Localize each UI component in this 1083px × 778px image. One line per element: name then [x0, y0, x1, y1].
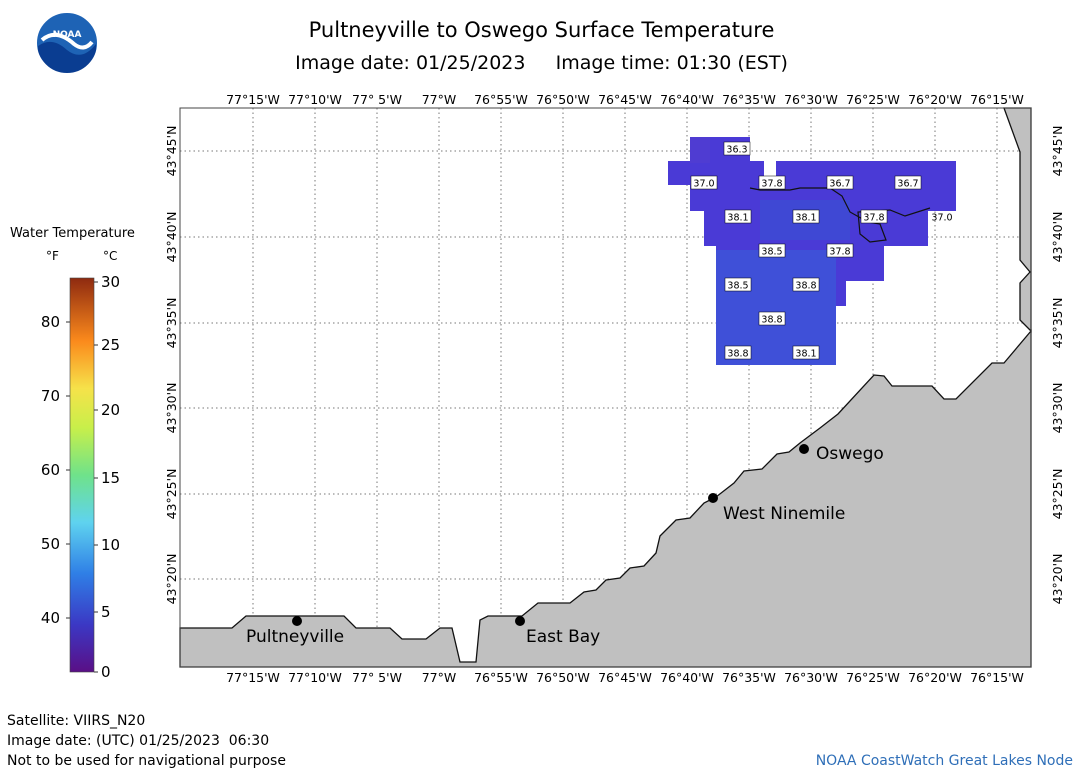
- lon-label: 76°20'W: [908, 670, 962, 685]
- lon-label: 77°15'W: [226, 670, 280, 685]
- lat-labels-left: 43°45'N 43°40'N 43°35'N 43°30'N 43°25'N 43°20…: [164, 126, 179, 605]
- place-markers: Pultneyville East Bay West Ninemile Oswego: [246, 444, 884, 647]
- lon-label: 77°15'W: [226, 92, 280, 107]
- legend-c-label: 10: [101, 536, 120, 554]
- legend-unit-c: °C: [103, 249, 118, 263]
- temp-value: 38.1: [795, 349, 816, 360]
- legend-title: Water Temperature: [10, 226, 135, 241]
- temp-value: 38.8: [795, 281, 816, 292]
- lat-label: 43°25'N: [1050, 469, 1065, 520]
- legend-f-label: 50: [41, 535, 60, 553]
- map-frame: [179, 107, 1032, 668]
- lon-label: 76°25'W: [846, 670, 900, 685]
- lon-label: 77°10'W: [288, 92, 342, 107]
- lon-label: 76°40'W: [660, 670, 714, 685]
- image-date: Image date: 01/25/2023: [295, 52, 526, 74]
- page-title: Pultneyville to Oswego Surface Temperatu…: [308, 18, 775, 42]
- place-marker-icon: [292, 616, 302, 626]
- legend-c-label: 25: [101, 336, 120, 354]
- utc-date: Image date: (UTC) 01/25/2023 06:30: [7, 733, 270, 749]
- legend-c-label: 20: [101, 401, 120, 419]
- lon-label: 76°55'W: [474, 92, 528, 107]
- lon-label: 76°45'W: [598, 92, 652, 107]
- noaa-logo: NOAA: [35, 11, 99, 75]
- sst-region: [668, 137, 956, 365]
- legend-f-label: 80: [41, 313, 60, 331]
- satellite-info: Satellite: VIIRS_N20: [7, 713, 146, 729]
- lon-label: 76°50'W: [536, 92, 590, 107]
- place-label: West Ninemile: [723, 504, 845, 524]
- temp-value: 36.7: [829, 179, 850, 190]
- lat-label: 43°20'N: [1050, 554, 1065, 605]
- temp-value: 38.1: [727, 213, 748, 224]
- lat-label: 43°35'N: [1050, 298, 1065, 349]
- lat-label: 43°20'N: [164, 554, 179, 605]
- temperature-labels: 36.3 37.0 37.8 36.7 36.7 38.1 38.1 37.8 37.0 38.5…: [690, 141, 953, 360]
- lat-label: 43°40'N: [164, 212, 179, 263]
- lat-label: 43°45'N: [164, 126, 179, 177]
- legend-f-label: 70: [41, 387, 60, 405]
- lon-label: 76°35'W: [722, 92, 776, 107]
- legend-f-label: 40: [41, 609, 60, 627]
- lon-labels-top: 77°15'W 77°10'W 77° 5'W 77°W 76°55'W 76°50'W 7…: [226, 92, 1024, 107]
- lon-label: 76°35'W: [722, 670, 776, 685]
- temp-value: 38.5: [727, 281, 748, 292]
- lon-label: 76°40'W: [660, 92, 714, 107]
- temp-value: 38.8: [761, 315, 782, 326]
- temp-value: 36.7: [897, 179, 918, 190]
- lon-label: 77°W: [422, 670, 457, 685]
- place-marker-icon: [515, 616, 525, 626]
- lon-label: 76°30'W: [784, 670, 838, 685]
- lon-label: 76°25'W: [846, 92, 900, 107]
- place-marker-icon: [799, 444, 809, 454]
- legend-c-label: 0: [101, 663, 111, 681]
- lat-label: 43°30'N: [164, 383, 179, 434]
- lon-label: 76°30'W: [784, 92, 838, 107]
- legend-c-label: 5: [101, 603, 111, 621]
- credit-link[interactable]: NOAA CoastWatch Great Lakes Node: [815, 753, 1073, 769]
- lon-label: 77° 5'W: [352, 92, 402, 107]
- legend-unit-f: °F: [46, 249, 59, 263]
- lon-label: 76°20'W: [908, 92, 962, 107]
- lon-label: 77° 5'W: [352, 670, 402, 685]
- legend-f-label: 60: [41, 461, 60, 479]
- lon-label: 77°10'W: [288, 670, 342, 685]
- lon-label: 76°55'W: [474, 670, 528, 685]
- temp-value: 38.5: [761, 247, 782, 258]
- lat-labels-right: 43°45'N 43°40'N 43°35'N 43°30'N 43°25'N 43°20…: [1050, 126, 1065, 605]
- legend-c-label: 15: [101, 469, 120, 487]
- legend-c-label: 30: [101, 273, 120, 291]
- lat-label: 43°30'N: [1050, 383, 1065, 434]
- temp-value: 36.3: [726, 145, 747, 156]
- lat-label: 43°40'N: [1050, 212, 1065, 263]
- image-datetime: Image date: 01/25/2023 Image time: 01:30…: [0, 52, 1083, 74]
- temp-value: 37.8: [761, 179, 782, 190]
- lon-label: 76°15'W: [970, 670, 1024, 685]
- lon-label: 76°15'W: [970, 92, 1024, 107]
- temp-value: 37.8: [829, 247, 850, 258]
- place-label: Pultneyville: [246, 627, 344, 647]
- temp-value: 37.0: [693, 179, 714, 190]
- temp-value: 38.8: [727, 349, 748, 360]
- lon-labels-bottom: 77°15'W 77°10'W 77° 5'W 77°W 76°55'W 76°50'W 7…: [226, 670, 1024, 685]
- place-label: Oswego: [816, 444, 884, 464]
- temp-value: 37.0: [931, 213, 952, 224]
- image-time: Image time: 01:30 (EST): [555, 52, 788, 74]
- lon-label: 76°50'W: [536, 670, 590, 685]
- lat-label: 43°25'N: [164, 469, 179, 520]
- disclaimer: Not to be used for navigational purpose: [7, 753, 286, 769]
- logo-text: NOAA: [53, 30, 82, 40]
- place-label: East Bay: [526, 627, 600, 647]
- lon-label: 76°45'W: [598, 670, 652, 685]
- place-marker-icon: [708, 493, 718, 503]
- lon-label: 77°W: [422, 92, 457, 107]
- temp-value: 37.8: [863, 213, 884, 224]
- land-south-shore: [179, 329, 1032, 668]
- lat-label: 43°35'N: [164, 298, 179, 349]
- lat-label: 43°45'N: [1050, 126, 1065, 177]
- temp-value: 38.1: [795, 213, 816, 224]
